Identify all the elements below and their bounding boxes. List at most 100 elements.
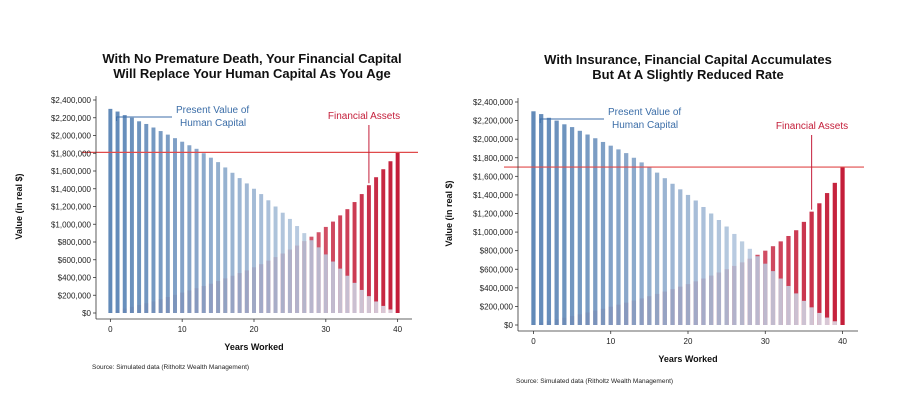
human-capital-annotation: Present Value of [608,107,681,118]
human-capital-bar [280,212,285,313]
x-tick-label: 0 [531,337,536,346]
financial-assets-bar [801,221,807,325]
financial-assets-bar [832,182,837,325]
human-capital-bar [801,300,807,325]
human-capital-bar [824,317,830,325]
y-tick-label: $1,200,000 [473,210,514,219]
financial-assets-bar [352,202,357,313]
financial-assets-bar [374,177,379,313]
human-capital-bar [316,247,321,313]
human-capital-bar [770,271,776,325]
y-tick-label: $1,800,000 [51,149,92,158]
human-capital-bar [359,289,364,313]
human-capital-pointer [116,116,172,121]
y-tick-label: $1,000,000 [473,228,514,237]
financial-assets-bar [388,161,393,313]
human-capital-bar [158,131,163,313]
human-capital-bar [201,153,206,313]
y-tick-label: $800,000 [58,238,92,247]
y-tick-label: $2,000,000 [51,132,92,141]
human-capital-bar [639,162,644,325]
financial-assets-bar [786,235,791,325]
human-capital-bar [302,233,307,313]
human-capital-bar [531,111,536,326]
x-axis-label: Years Worked [658,354,717,364]
human-capital-bar [786,285,791,325]
source-note: Source: Simulated data (Ritholtz Wealth … [516,378,673,385]
human-capital-bar [685,194,691,325]
x-tick-label: 40 [838,337,847,346]
human-capital-bar [562,124,567,325]
y-tick-label: $200,000 [58,291,92,300]
chart-title-line: But At A Slightly Reduced Rate [592,67,783,82]
y-axis-label: Value (in real $) [444,180,454,246]
human-capital-bar [388,309,393,313]
y-tick-label: $800,000 [480,247,514,256]
human-capital-bar [794,293,799,325]
human-capital-bar [366,296,371,313]
human-capital-annotation: Human Capital [612,120,678,131]
human-capital-bar [108,108,113,313]
human-capital-bar [647,167,652,325]
y-tick-label: $1,200,000 [51,203,92,212]
human-capital-bar [832,321,837,325]
y-tick-label: $1,400,000 [473,191,514,200]
financial-assets-bar [359,194,364,313]
chart-title-line: With No Premature Death, Your Financial … [102,51,401,66]
y-tick-label: $2,000,000 [473,135,514,144]
y-tick-label: $1,000,000 [51,220,92,229]
chart-title-line: Will Replace Your Human Capital As You A… [113,66,391,81]
human-capital-bar [216,162,221,313]
human-capital-bar [208,157,213,313]
human-capital-bar [631,157,637,325]
human-capital-bar [381,305,386,313]
chart-2: With Insurance, Financial Capital Accumu… [444,52,864,385]
x-tick-label: 30 [761,337,770,346]
y-tick-label: $0 [82,309,91,318]
y-axis-label: Value (in real $) [14,173,24,239]
financial-assets-bar [840,167,845,325]
financial-assets-bar [345,209,350,313]
human-capital-bar [546,117,552,325]
human-capital-bar [122,115,127,314]
human-capital-bar [252,188,256,313]
financial-assets-annotation: Financial Assets [328,111,400,122]
human-capital-bar [266,200,271,313]
human-capital-bar [230,172,235,313]
human-capital-bar [585,134,590,325]
human-capital-bar [554,120,559,325]
human-capital-bar [287,218,292,313]
human-capital-bar [608,145,613,325]
human-capital-bar [817,312,822,325]
human-capital-bar [165,134,170,313]
human-capital-bar [144,123,149,314]
human-capital-bar [593,138,598,325]
human-capital-bar [709,213,714,325]
human-capital-bar [244,183,249,313]
x-tick-label: 20 [250,325,259,334]
human-capital-bar [724,226,729,325]
human-capital-bar [338,268,343,313]
human-capital-bar [569,127,575,326]
human-capital-bar [539,114,544,326]
x-tick-label: 0 [108,325,113,334]
source-note: Source: Simulated data (Ritholtz Wealth … [92,364,249,371]
chart-title-line: With Insurance, Financial Capital Accumu… [544,52,832,67]
human-capital-bar [755,256,760,325]
financial-assets-bar [381,169,386,313]
x-axis-label: Years Worked [224,342,283,352]
human-capital-bar [739,241,745,325]
human-capital-bar [309,240,314,313]
financial-assets-bar [817,203,822,325]
human-capital-bar [187,145,192,313]
human-capital-bar [115,111,120,313]
financial-assets-annotation: Financial Assets [776,121,848,132]
y-tick-label: $0 [504,321,513,330]
financial-assets-bar [366,185,371,313]
human-capital-bar [600,141,606,325]
human-capital-bar [137,121,142,313]
human-capital-bar [693,200,698,325]
financial-assets-bar [395,152,400,313]
x-tick-label: 20 [684,337,693,346]
human-capital-bar [778,278,783,325]
